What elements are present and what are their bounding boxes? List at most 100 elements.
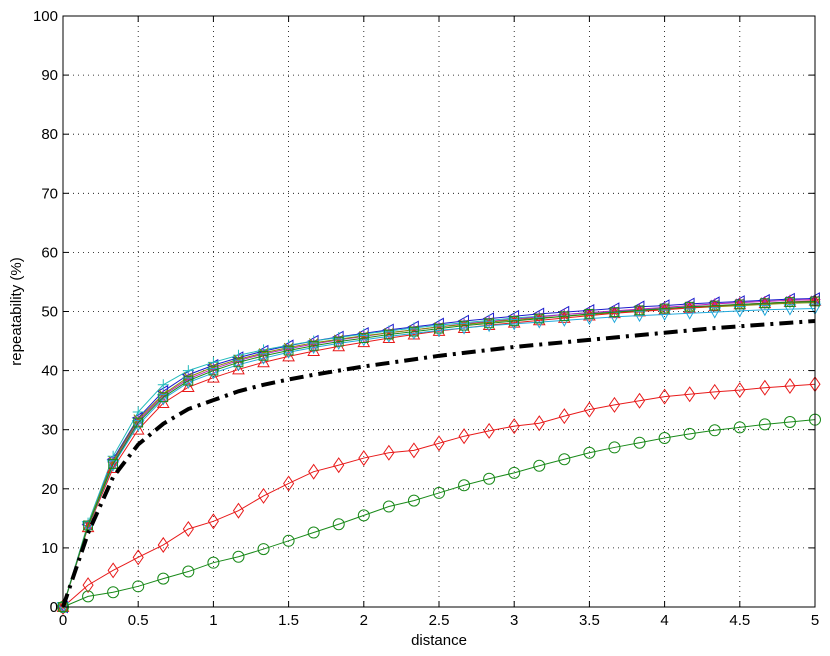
circle-marker	[232, 550, 245, 563]
circle-marker	[157, 572, 170, 585]
diamond-marker	[408, 442, 420, 459]
circle-marker	[257, 543, 270, 556]
triangle-down-marker	[282, 347, 295, 359]
diamond-marker	[232, 502, 245, 519]
series-2	[57, 413, 821, 613]
star-marker	[759, 295, 771, 307]
square-marker	[609, 307, 620, 317]
star-marker	[308, 338, 320, 350]
x-tick-label: 0	[59, 612, 67, 629]
series-line	[62, 308, 816, 608]
x-marker	[258, 348, 269, 358]
circle-marker	[658, 431, 671, 444]
x-marker	[183, 372, 194, 382]
triangle-up-marker	[106, 461, 120, 474]
star-marker	[583, 307, 595, 319]
triangle-down-marker	[332, 338, 346, 350]
triangle-down-marker	[758, 304, 772, 317]
diamond-marker	[107, 562, 119, 579]
series-9	[58, 296, 820, 612]
series-3	[56, 292, 820, 614]
square-marker	[308, 340, 319, 351]
series-line	[62, 419, 816, 608]
square-marker	[709, 300, 720, 311]
square-marker	[233, 357, 244, 368]
star-marker	[784, 294, 796, 306]
square-marker	[459, 320, 469, 331]
square-marker	[108, 459, 119, 469]
square-marker	[409, 326, 419, 337]
series-6	[58, 297, 820, 612]
triangle-down-marker	[658, 309, 671, 321]
square-marker	[634, 305, 645, 316]
triangle-up-marker	[357, 335, 371, 348]
square-marker	[584, 308, 595, 319]
circle-marker	[733, 421, 746, 434]
series-line	[62, 383, 816, 608]
triangle-up-marker	[181, 380, 195, 393]
star-marker	[734, 297, 746, 309]
x-tick-label: 1	[209, 612, 217, 629]
x-axis-label: distance	[411, 632, 467, 649]
triangle-up-marker	[232, 362, 245, 375]
diamond-marker	[583, 401, 595, 418]
series-line	[62, 299, 816, 608]
series-layer	[56, 292, 822, 616]
series-line	[62, 298, 816, 608]
series-1	[57, 376, 821, 616]
circle-marker	[132, 580, 145, 593]
circle-marker	[483, 472, 496, 485]
triangle-down-marker	[507, 319, 521, 331]
triangle-down-marker	[407, 328, 421, 340]
diamond-marker	[283, 475, 295, 492]
diamond-marker	[458, 428, 470, 445]
y-axis-label: repeatability (%)	[8, 257, 25, 365]
triangle-down-marker	[482, 320, 496, 333]
diamond-marker	[533, 415, 545, 432]
x-tick-label: 2	[360, 612, 368, 629]
diamond-marker	[182, 520, 194, 538]
square-marker	[383, 329, 394, 340]
circle-marker	[708, 424, 721, 437]
triangle-down-marker	[683, 308, 697, 320]
diamond-marker	[784, 377, 796, 394]
square-marker	[759, 298, 770, 309]
diamond-marker	[308, 463, 320, 480]
diamond-marker	[608, 396, 621, 413]
diamond-marker	[558, 408, 570, 425]
square-marker	[684, 301, 695, 312]
y-tick-label: 40	[41, 363, 58, 380]
x-tick-label: 4	[660, 612, 668, 629]
square-marker	[559, 311, 570, 322]
triangle-down-marker	[232, 359, 245, 372]
star-marker	[709, 298, 721, 310]
square-marker	[208, 365, 219, 376]
circle-marker	[382, 500, 395, 513]
star-marker	[558, 308, 570, 320]
triangle-up-marker	[507, 316, 521, 328]
triangle-down-marker	[457, 323, 471, 335]
circle-marker	[307, 526, 320, 539]
star-marker	[608, 305, 620, 317]
x-tick-label: 5	[811, 612, 819, 629]
triangle-down-marker	[382, 331, 396, 343]
square-marker	[358, 333, 369, 343]
circle-marker	[332, 518, 345, 531]
circle-marker	[508, 466, 521, 479]
triangle-down-marker	[708, 307, 722, 319]
star-marker	[659, 301, 671, 313]
x-marker	[659, 304, 670, 314]
circle-marker	[357, 509, 370, 522]
triangle-up-marker	[482, 318, 496, 330]
grid	[63, 16, 815, 607]
triangle-down-marker	[131, 420, 145, 432]
square-marker	[158, 392, 169, 403]
star-marker	[533, 311, 545, 323]
series-line	[61, 318, 816, 608]
diamond-marker	[483, 422, 495, 439]
circle-marker	[683, 427, 696, 440]
triangle-up-marker	[557, 311, 571, 323]
x-tick-label: 3.5	[579, 612, 600, 629]
ticks	[62, 15, 816, 608]
